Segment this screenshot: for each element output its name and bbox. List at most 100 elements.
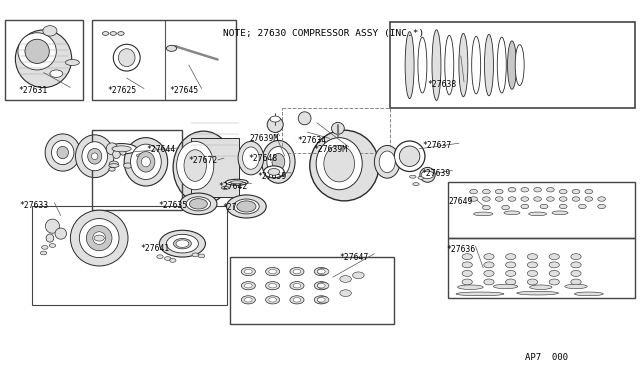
Circle shape — [421, 171, 434, 179]
Circle shape — [506, 262, 516, 268]
Ellipse shape — [132, 152, 152, 159]
Ellipse shape — [86, 225, 112, 251]
Circle shape — [266, 282, 280, 290]
Ellipse shape — [141, 157, 150, 167]
Circle shape — [290, 296, 304, 304]
Ellipse shape — [418, 37, 427, 93]
Text: 27639M: 27639M — [250, 134, 279, 143]
Ellipse shape — [76, 135, 114, 177]
Text: *27642: *27642 — [219, 182, 248, 191]
Circle shape — [484, 254, 494, 260]
Circle shape — [508, 197, 516, 201]
Text: *27631: *27631 — [18, 86, 47, 94]
Bar — [32, 206, 227, 305]
Ellipse shape — [113, 44, 140, 71]
Ellipse shape — [137, 152, 155, 172]
Circle shape — [579, 204, 586, 209]
Text: 27649: 27649 — [448, 197, 472, 206]
Circle shape — [549, 279, 559, 285]
Ellipse shape — [45, 134, 81, 171]
Circle shape — [547, 197, 554, 201]
Text: *27641: *27641 — [141, 244, 170, 253]
Circle shape — [157, 255, 163, 259]
Ellipse shape — [493, 284, 518, 289]
Bar — [191, 138, 239, 197]
Circle shape — [290, 267, 304, 276]
Circle shape — [571, 279, 581, 285]
Circle shape — [571, 270, 581, 276]
Circle shape — [269, 269, 276, 274]
Text: *27633: *27633 — [19, 201, 49, 210]
Circle shape — [40, 251, 47, 255]
Ellipse shape — [552, 211, 568, 215]
Ellipse shape — [456, 292, 504, 296]
Circle shape — [241, 267, 255, 276]
Circle shape — [166, 45, 177, 51]
Circle shape — [549, 270, 559, 276]
Ellipse shape — [173, 131, 234, 204]
Circle shape — [506, 254, 516, 260]
Ellipse shape — [445, 35, 454, 95]
Circle shape — [547, 187, 554, 192]
Ellipse shape — [324, 145, 355, 182]
Text: *27659: *27659 — [257, 172, 287, 181]
Circle shape — [244, 298, 252, 302]
Ellipse shape — [106, 143, 118, 155]
Ellipse shape — [136, 154, 148, 157]
Ellipse shape — [120, 148, 126, 155]
Circle shape — [266, 267, 280, 276]
Ellipse shape — [515, 45, 524, 86]
Ellipse shape — [432, 30, 441, 100]
Bar — [92, 130, 182, 210]
Ellipse shape — [262, 141, 295, 183]
Ellipse shape — [243, 147, 259, 169]
Circle shape — [170, 259, 176, 262]
Circle shape — [317, 296, 329, 303]
Ellipse shape — [399, 146, 420, 167]
Ellipse shape — [420, 167, 435, 182]
Circle shape — [534, 197, 541, 201]
Circle shape — [317, 268, 329, 275]
Circle shape — [527, 254, 538, 260]
Circle shape — [164, 257, 171, 260]
Text: *27625: *27625 — [108, 86, 137, 94]
Bar — [390, 22, 635, 108]
Circle shape — [484, 279, 494, 285]
Ellipse shape — [15, 30, 72, 88]
Circle shape — [317, 298, 325, 302]
Ellipse shape — [221, 186, 229, 189]
Circle shape — [483, 197, 490, 201]
Circle shape — [270, 116, 280, 122]
Ellipse shape — [46, 234, 54, 242]
Ellipse shape — [50, 70, 63, 77]
Circle shape — [353, 272, 364, 279]
Ellipse shape — [529, 285, 552, 289]
Ellipse shape — [113, 150, 120, 158]
Ellipse shape — [238, 141, 264, 175]
Circle shape — [483, 189, 490, 194]
Ellipse shape — [316, 138, 362, 190]
Text: *27636: *27636 — [447, 245, 476, 254]
Circle shape — [506, 270, 516, 276]
Ellipse shape — [70, 210, 128, 266]
Text: *27644: *27644 — [146, 145, 175, 154]
Circle shape — [317, 269, 325, 274]
Ellipse shape — [459, 33, 468, 97]
Circle shape — [585, 189, 593, 194]
Ellipse shape — [173, 238, 191, 249]
Ellipse shape — [508, 41, 516, 89]
Circle shape — [549, 262, 559, 268]
Circle shape — [290, 282, 304, 290]
Ellipse shape — [43, 26, 57, 36]
Text: *27638: *27638 — [428, 80, 457, 89]
Ellipse shape — [267, 147, 290, 177]
Circle shape — [527, 270, 538, 276]
Circle shape — [266, 296, 280, 304]
Ellipse shape — [268, 117, 283, 132]
Text: *27639: *27639 — [421, 169, 451, 178]
Ellipse shape — [55, 228, 67, 239]
Circle shape — [244, 283, 252, 288]
Text: NOTE; 27630 COMPRESSOR ASSY (INC.*): NOTE; 27630 COMPRESSOR ASSY (INC.*) — [223, 29, 424, 38]
Circle shape — [293, 298, 301, 302]
Circle shape — [483, 205, 490, 210]
